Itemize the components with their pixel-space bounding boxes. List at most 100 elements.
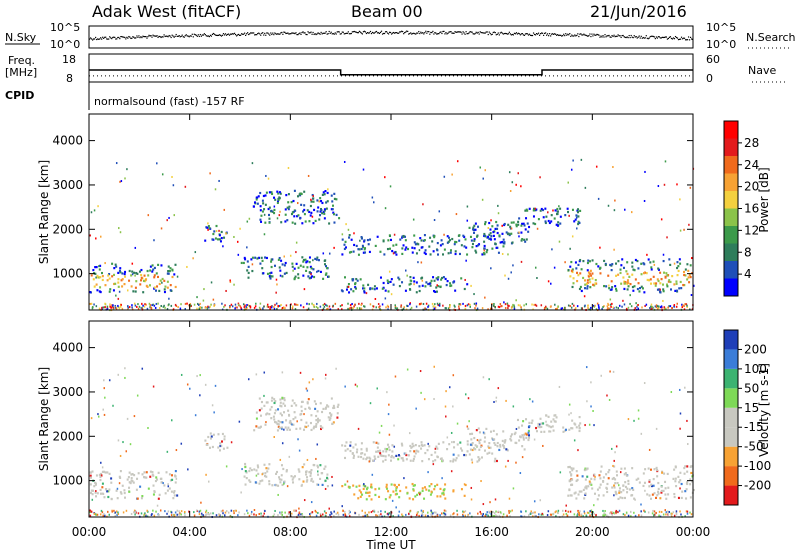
- noise-point: [288, 33, 290, 35]
- power-cell: [348, 307, 351, 310]
- power-cell: [667, 280, 670, 283]
- velocity-cell: [207, 480, 210, 483]
- power-cell: [650, 268, 653, 271]
- noise-point: [421, 32, 423, 34]
- velocity-cell: [456, 509, 458, 512]
- power-cell: [505, 231, 508, 234]
- velocity-cell: [420, 443, 423, 447]
- noise-point: [157, 36, 159, 39]
- power-cell: [281, 308, 283, 311]
- velocity-cell: [279, 420, 282, 424]
- power-cell: [436, 278, 439, 281]
- noise-point: [632, 37, 634, 39]
- velocity-cell: [471, 448, 474, 452]
- power-cell: [153, 286, 156, 289]
- velocity-cell: [651, 512, 654, 515]
- power-cell: [454, 289, 457, 292]
- velocity-cell: [425, 488, 428, 491]
- power-cell: [485, 251, 488, 254]
- velocity-cell: [375, 514, 377, 517]
- power-cell: [546, 307, 549, 310]
- power-cell: [359, 239, 361, 242]
- velocity-cell: [221, 440, 224, 443]
- power-cell: [558, 205, 560, 208]
- velocity-cell: [306, 401, 309, 404]
- power-cell: [425, 308, 428, 311]
- velocity-cell: [471, 442, 474, 445]
- noise-point: [595, 34, 597, 36]
- power-cell: [341, 238, 344, 241]
- velocity-cell: [179, 512, 181, 515]
- power-cell: [609, 263, 612, 267]
- velocity-cell: [382, 454, 385, 458]
- velocity-cell: [212, 433, 215, 436]
- power-cell: [305, 269, 308, 272]
- power-cell: [151, 304, 154, 307]
- noise-point: [208, 35, 210, 38]
- noise-point: [368, 32, 371, 34]
- power-cell: [666, 285, 669, 288]
- noise-point: [106, 38, 108, 40]
- power-cell: [473, 302, 476, 305]
- velocity-cell: [624, 514, 626, 517]
- velocity-cell: [285, 419, 288, 422]
- power-cell: [559, 215, 562, 218]
- noise-point: [660, 37, 662, 39]
- power-cell: [308, 277, 311, 280]
- velocity-cell: [547, 415, 550, 418]
- velocity-cell: [145, 515, 147, 518]
- power-cell: [509, 227, 512, 230]
- noise-point: [211, 33, 214, 36]
- velocity-cell: [588, 511, 590, 514]
- velocity-cell: [331, 422, 334, 426]
- power-cell: [174, 303, 177, 306]
- noise-point: [170, 36, 172, 39]
- velocity-cell: [384, 447, 387, 451]
- power-cell: [458, 305, 460, 308]
- noise-point: [412, 32, 414, 35]
- velocity-cell: [515, 427, 518, 430]
- noise-point: [281, 31, 283, 34]
- power-cell: [273, 196, 276, 199]
- velocity-cell: [137, 512, 140, 515]
- power-cell: [497, 204, 499, 207]
- noise-point: [94, 38, 96, 40]
- velocity-cell: [468, 420, 470, 423]
- power-cell: [567, 304, 570, 307]
- noise-point: [406, 30, 408, 32]
- power-cell: [495, 220, 498, 224]
- power-cell: [377, 303, 380, 306]
- velocity-cell: [416, 512, 419, 515]
- power-cell: [360, 235, 363, 239]
- velocity-cell: [310, 501, 313, 504]
- power-cell: [112, 304, 114, 307]
- power-cell: [588, 278, 591, 281]
- velocity-cell: [570, 467, 573, 470]
- velocity-cell: [674, 477, 677, 480]
- velocity-cell: [152, 474, 155, 477]
- velocity-cell: [588, 480, 591, 483]
- velocity-cell: [537, 425, 540, 428]
- power-cell: [224, 304, 226, 307]
- noise-point: [189, 35, 191, 37]
- velocity-cell: [281, 428, 283, 431]
- velocity-cell: [435, 511, 437, 514]
- power-cell: [220, 230, 223, 234]
- power-cell: [523, 304, 525, 307]
- power-cell: [470, 284, 472, 287]
- noise-point: [191, 33, 193, 35]
- power-cell: [421, 284, 424, 287]
- velocity-cell: [495, 400, 497, 403]
- power-cell: [364, 247, 367, 250]
- velocity-cell: [235, 509, 237, 512]
- power-cell: [652, 260, 655, 263]
- velocity-cell: [293, 402, 296, 405]
- power-cell: [640, 273, 643, 276]
- velocity-cell: [606, 514, 608, 517]
- power-cell: [225, 289, 227, 292]
- power-cell: [515, 183, 517, 186]
- velocity-cell: [279, 512, 282, 515]
- power-cell: [454, 305, 456, 308]
- velocity-cell: [509, 438, 512, 441]
- power-cell: [603, 305, 605, 308]
